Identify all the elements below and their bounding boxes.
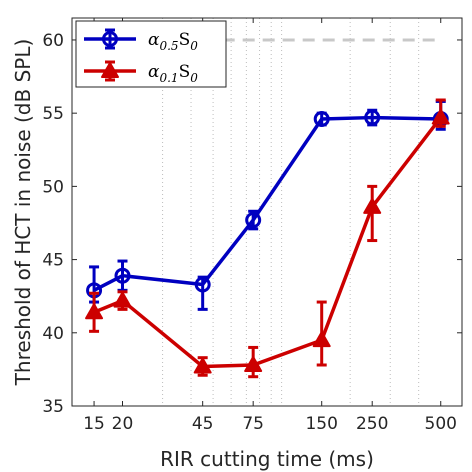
- y-tick-label: 55: [42, 104, 64, 124]
- x-tick-label: 500: [425, 414, 457, 434]
- y-tick-label: 35: [42, 397, 64, 417]
- x-axis-label: RIR cutting time (ms): [160, 447, 374, 471]
- data-point: [313, 111, 330, 128]
- data-point: [245, 212, 262, 229]
- data-point: [364, 109, 381, 126]
- x-tick-label: 45: [192, 414, 214, 434]
- data-point: [431, 108, 450, 125]
- legend-entry: α0.1S0: [84, 60, 198, 85]
- series-0.1: [85, 98, 450, 379]
- legend: α0.5S0 α0.1S0: [75, 20, 227, 88]
- series-line: [93, 116, 443, 369]
- y-axis-label: Threshold of HCT in noise (dB SPL): [11, 39, 35, 387]
- series-group: [85, 98, 450, 379]
- x-tick-label: 250: [356, 414, 388, 434]
- data-point: [193, 357, 212, 374]
- data-point: [194, 276, 211, 293]
- series-0.5: [86, 99, 449, 311]
- legend-label: α0.1S0: [148, 62, 198, 85]
- y-tick-label: 45: [42, 251, 64, 271]
- data-point: [113, 291, 132, 308]
- data-point: [244, 356, 263, 373]
- x-tick-label: 150: [305, 414, 337, 434]
- y-tick-label: 40: [42, 324, 64, 344]
- data-point: [114, 267, 131, 284]
- plot-frame: [71, 17, 463, 407]
- legend-marker: [102, 31, 118, 47]
- y-tick-label: 60: [42, 31, 64, 51]
- series-line: [93, 115, 441, 292]
- legend-label: α0.5S0: [148, 30, 198, 53]
- legend-box: [75, 20, 227, 88]
- legend-entry: α0.5S0: [84, 28, 198, 53]
- x-tick-label: 15: [83, 414, 105, 434]
- x-tick-label: 20: [112, 414, 134, 434]
- y-tick-label: 50: [42, 177, 64, 197]
- data-point: [85, 303, 104, 320]
- data-point: [312, 331, 331, 348]
- legend-marker: [101, 62, 119, 78]
- data-point: [363, 197, 382, 214]
- x-tick-label: 75: [242, 414, 264, 434]
- axes: 15 20 45 75 150 250 500 35 40 45 50 55 60: [42, 17, 463, 434]
